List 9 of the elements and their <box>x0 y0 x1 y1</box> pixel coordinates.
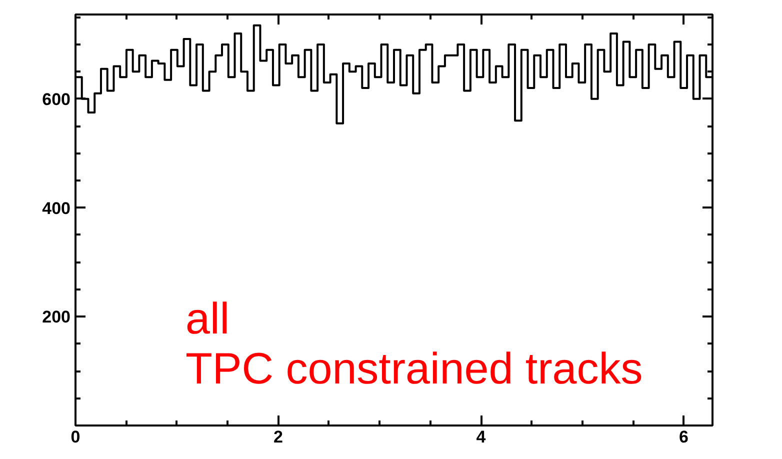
annotation: all <box>186 294 230 344</box>
annotation: TPC constrained tracks <box>186 344 643 394</box>
x-tick-label: 4 <box>476 428 486 446</box>
y-tick-label: 400 <box>42 198 71 218</box>
x-tick-label: 0 <box>70 428 80 446</box>
x-tick-label: 6 <box>679 428 689 446</box>
x-tick-label: 2 <box>274 428 284 446</box>
y-tick-label: 600 <box>42 90 71 109</box>
y-tick-label: 200 <box>42 308 71 327</box>
